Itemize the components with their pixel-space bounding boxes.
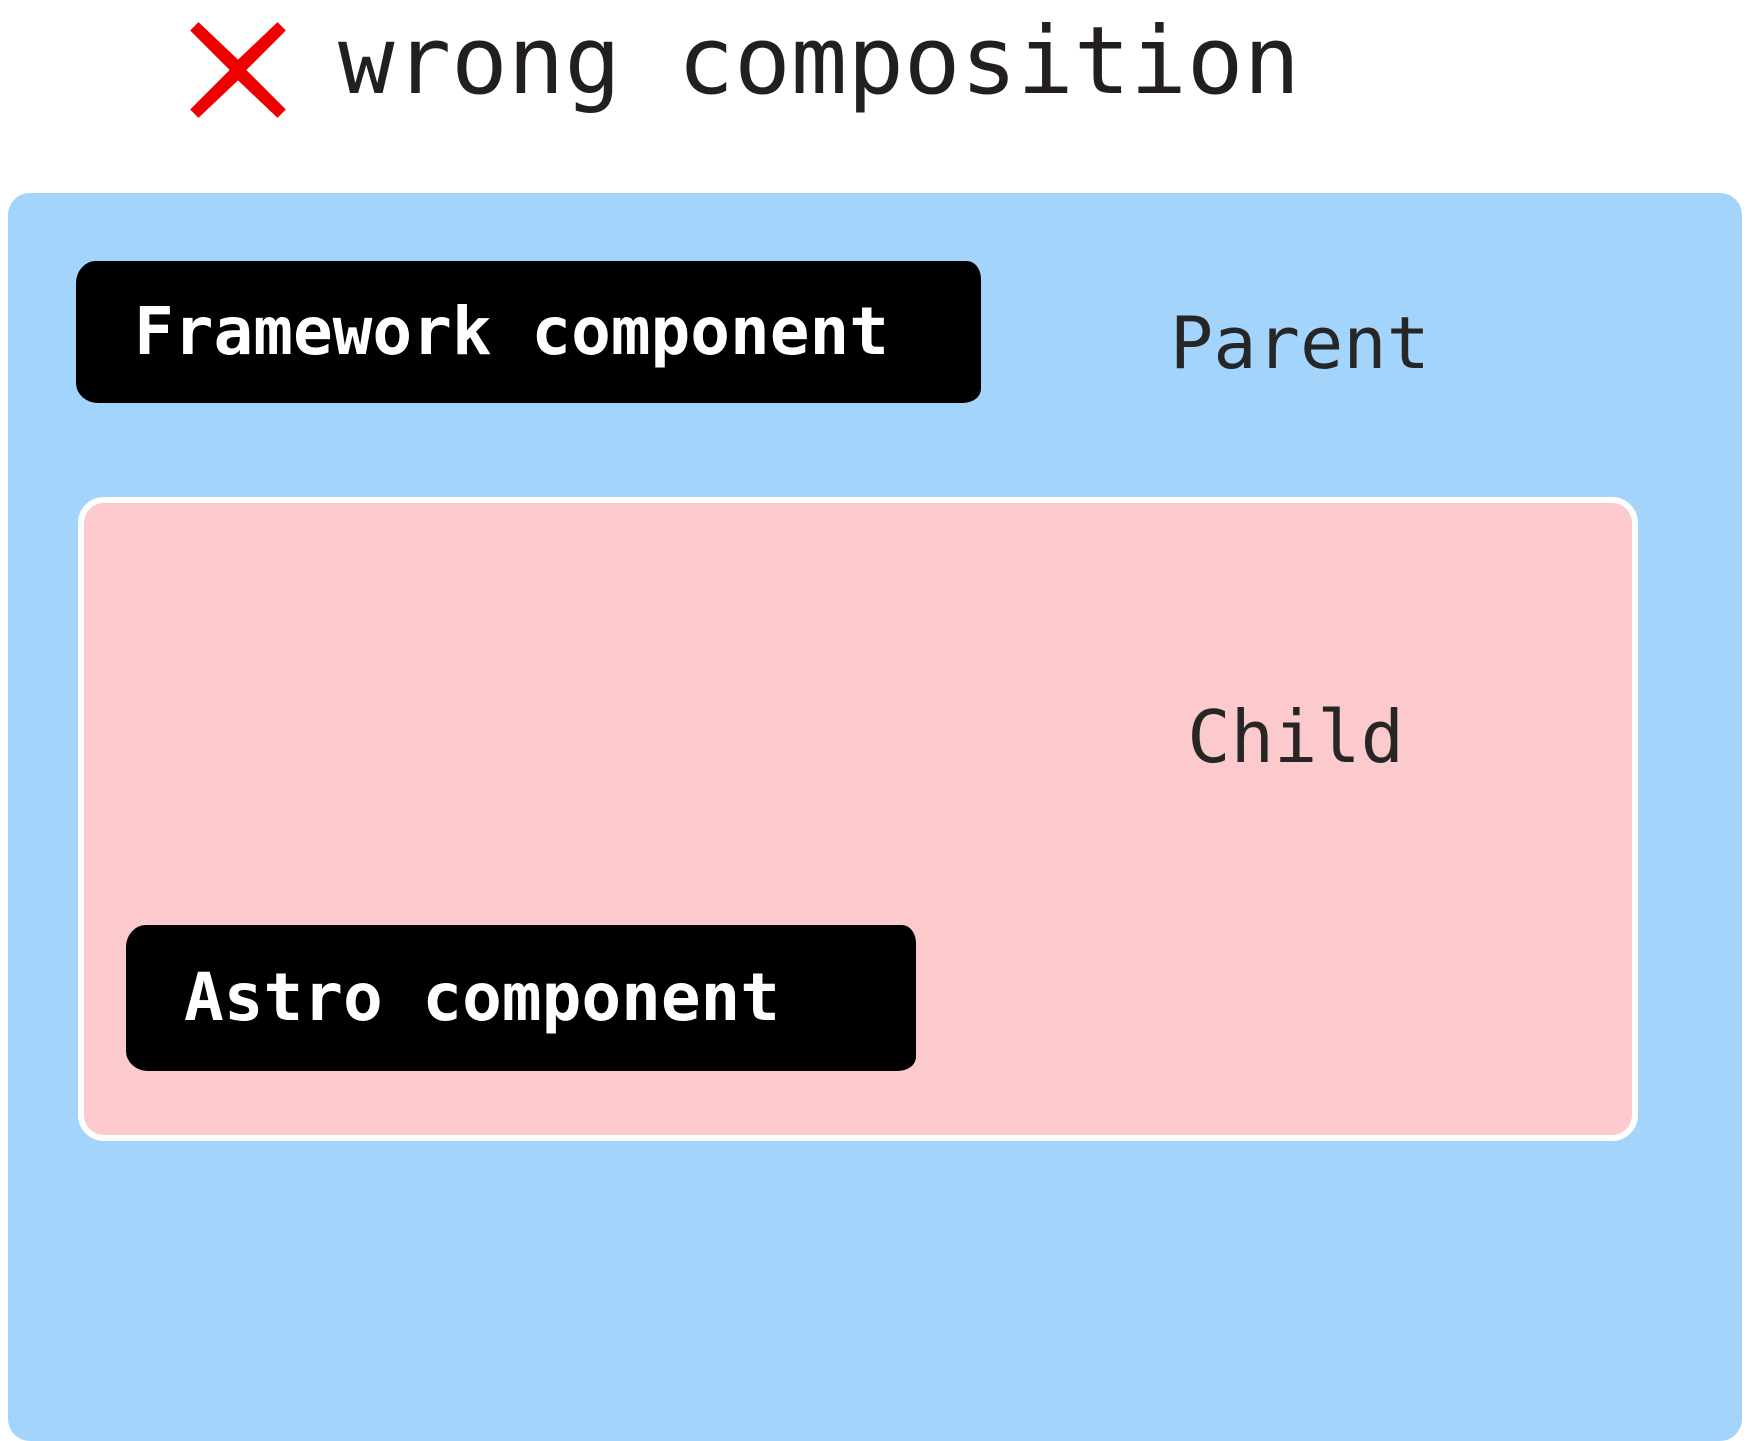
child-label: Child	[1187, 695, 1404, 779]
title-row: wrong composition	[0, 0, 1748, 185]
framework-component-chip: Framework component	[76, 261, 981, 403]
astro-component-chip: Astro component	[126, 925, 916, 1071]
parent-label: Parent	[1169, 301, 1430, 385]
framework-component-chip-label: Framework component	[134, 293, 889, 370]
child-container: Child Astro component	[78, 497, 1638, 1141]
parent-container: Parent Framework component Child Astro c…	[8, 193, 1742, 1441]
astro-component-chip-label: Astro component	[184, 959, 781, 1036]
page-title: wrong composition	[338, 7, 1301, 116]
red-x-mark-icon	[190, 22, 286, 118]
